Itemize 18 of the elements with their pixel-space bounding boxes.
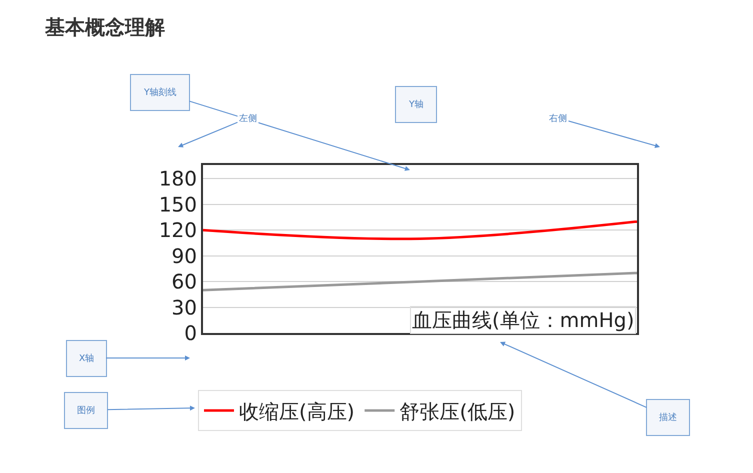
legend-label: 舒张压(低压) <box>400 399 516 424</box>
y-tick-label: 0 <box>184 321 197 345</box>
text: 血压曲线(单位：mmHg) <box>412 308 634 332</box>
text: Y轴刻线 <box>143 87 176 98</box>
legend-label: 收缩压(高压) <box>239 399 355 424</box>
y-tick-label: 180 <box>158 166 197 191</box>
y-tick-label: 30 <box>172 295 197 320</box>
y-tick-label: 90 <box>172 244 197 268</box>
text: 图例 <box>77 405 95 416</box>
y-tick-label: 150 <box>158 192 197 216</box>
y-tick-label: 120 <box>158 218 197 242</box>
chart-title: 基本概念理解 <box>44 15 165 39</box>
text: 左侧 <box>239 113 257 124</box>
text: 右侧 <box>549 113 567 124</box>
text: Y轴 <box>408 99 424 110</box>
text: X轴 <box>79 353 94 364</box>
y-tick-label: 60 <box>172 270 197 294</box>
text: 描述 <box>659 412 677 423</box>
